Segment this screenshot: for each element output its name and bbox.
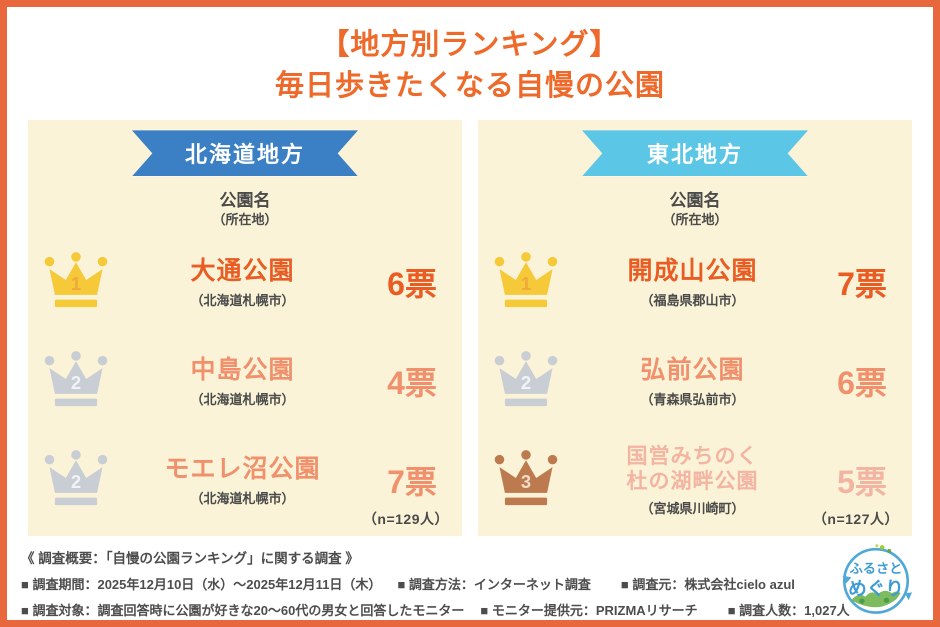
survey-monitor-provider: ■ モニター提供元：PRIZMAリサーチ bbox=[480, 603, 698, 619]
page-title-line2: 毎日歩きたくなる自慢の公園 bbox=[274, 70, 665, 103]
survey-detail-line2: ■ 調査対象：調査回答時に公園が好きな20〜60代の男女と回答したモニター ■ … bbox=[21, 600, 933, 619]
rank-number: 1 bbox=[520, 273, 530, 294]
park-name: 弘前公園 bbox=[640, 356, 745, 385]
bronze-crown-icon: 3 bbox=[478, 449, 573, 511]
vote-count: 7票 bbox=[387, 464, 437, 501]
park-name: 国営みちのく 杜の湖畔公園 bbox=[626, 444, 759, 494]
rank-number: 3 bbox=[520, 471, 530, 492]
rank-number: 2 bbox=[70, 471, 80, 492]
vote-count: 5票 bbox=[837, 464, 887, 501]
survey-method: ■ 調査方法：インターネット調査 bbox=[397, 577, 591, 593]
survey-detail-line1: ■ 調査期間：2025年12月10日（水）〜2025年12月11日（木） ■ 調… bbox=[21, 574, 933, 593]
panel-hokkaido: 北海道地方 公園名 （所在地） 1 大通公園 （北海道札幌市） 6票 bbox=[28, 120, 462, 537]
sample-size: （n=129人） bbox=[362, 511, 449, 528]
column-header-park: 公園名 bbox=[669, 191, 721, 211]
furusato-meguri-logo-icon: ふるさと めぐり bbox=[842, 544, 913, 614]
survey-period: ■ 調査期間：2025年12月10日（水）〜2025年12月11日（木） bbox=[21, 577, 382, 593]
silver-crown-icon: 2 bbox=[478, 350, 573, 412]
park-location: （北海道札幌市） bbox=[190, 292, 295, 308]
park-info: 中島公園 （北海道札幌市） bbox=[123, 355, 362, 408]
survey-respondent-count: ■ 調査人数：1,027人 bbox=[727, 603, 850, 619]
park-location: （北海道札幌市） bbox=[190, 391, 295, 407]
park-name: モエレ沼公園 bbox=[164, 455, 321, 484]
sample-size: （n=127人） bbox=[812, 511, 899, 528]
vote-count: 6票 bbox=[387, 266, 437, 303]
gold-crown-icon: 1 bbox=[478, 251, 573, 313]
column-header: 公園名 （所在地） bbox=[478, 191, 912, 227]
ranking-row: 2 中島公園 （北海道札幌市） 4票 bbox=[28, 332, 462, 431]
park-info: 大通公園 （北海道札幌市） bbox=[123, 256, 362, 309]
survey-source: ■ 調査元：株式会社cielo azul bbox=[620, 577, 795, 593]
vote-count: 6票 bbox=[837, 365, 887, 402]
rank-number: 2 bbox=[520, 372, 530, 393]
gold-crown-icon: 1 bbox=[28, 251, 123, 313]
park-location: （青森県弘前市） bbox=[640, 391, 745, 407]
park-name: 大通公園 bbox=[190, 257, 295, 286]
survey-target: ■ 調査対象：調査回答時に公園が好きな20〜60代の男女と回答したモニター bbox=[21, 603, 465, 619]
park-name: 中島公園 bbox=[190, 356, 295, 385]
ranking-panels: 北海道地方 公園名 （所在地） 1 大通公園 （北海道札幌市） 6票 bbox=[28, 120, 912, 537]
rank-number: 2 bbox=[70, 372, 80, 393]
park-info: 弘前公園 （青森県弘前市） bbox=[573, 355, 812, 408]
silver-crown-icon: 2 bbox=[28, 449, 123, 511]
ranking-rows: 1 開成山公園 （福島県郡山市） 7票 2 弘前公園 （青森県弘前市） bbox=[478, 233, 912, 530]
silver-crown-icon: 2 bbox=[28, 350, 123, 412]
ranking-rows: 1 大通公園 （北海道札幌市） 6票 2 中島公園 （北海道札幌市） bbox=[28, 233, 462, 530]
ranking-row: 3 国営みちのく 杜の湖畔公園 （宮城県川崎町） 5票 bbox=[478, 431, 912, 530]
panel-tohoku: 東北地方 公園名 （所在地） 1 開成山公園 （福島県郡山市） 7票 bbox=[478, 120, 912, 537]
survey-summary: 《 調査概要：「自慢の公園ランキング」に関する調査 》 bbox=[21, 551, 359, 567]
survey-footer: 《 調査概要：「自慢の公園ランキング」に関する調査 》 ■ 調査期間：2025年… bbox=[21, 547, 933, 619]
ranking-row: 1 開成山公園 （福島県郡山市） 7票 bbox=[478, 233, 912, 332]
column-header-location: （所在地） bbox=[662, 211, 728, 227]
logo-text-line1: ふるさと bbox=[850, 561, 903, 576]
column-header: 公園名 （所在地） bbox=[28, 191, 462, 227]
page-title-line1: 【地方別ランキング】 bbox=[320, 29, 620, 61]
rank-number: 1 bbox=[70, 273, 80, 294]
column-header-park: 公園名 bbox=[219, 191, 271, 211]
park-info: 国営みちのく 杜の湖畔公園 （宮城県川崎町） bbox=[573, 444, 812, 517]
furusato-meguri-logo: ふるさと めぐり bbox=[832, 542, 920, 618]
region-ribbon-tohoku: 東北地方 bbox=[582, 130, 808, 177]
vote-count: 7票 bbox=[837, 266, 887, 303]
park-info: 開成山公園 （福島県郡山市） bbox=[573, 256, 812, 309]
park-location: （北海道札幌市） bbox=[190, 490, 295, 506]
park-info: モエレ沼公園 （北海道札幌市） bbox=[123, 454, 362, 507]
park-name: 開成山公園 bbox=[627, 257, 758, 286]
column-header-location: （所在地） bbox=[212, 211, 278, 227]
ranking-row: 2 モエレ沼公園 （北海道札幌市） 7票 bbox=[28, 431, 462, 530]
region-ribbon-hokkaido: 北海道地方 bbox=[132, 130, 358, 177]
park-location: （福島県郡山市） bbox=[640, 292, 745, 308]
logo-text-line2: めぐり bbox=[848, 578, 903, 599]
ranking-row: 2 弘前公園 （青森県弘前市） 6票 bbox=[478, 332, 912, 431]
park-location: （宮城県川崎町） bbox=[640, 500, 745, 516]
vote-count: 4票 bbox=[387, 365, 437, 402]
page-title: 【地方別ランキング】 毎日歩きたくなる自慢の公園 bbox=[7, 25, 933, 107]
ranking-row: 1 大通公園 （北海道札幌市） 6票 bbox=[28, 233, 462, 332]
